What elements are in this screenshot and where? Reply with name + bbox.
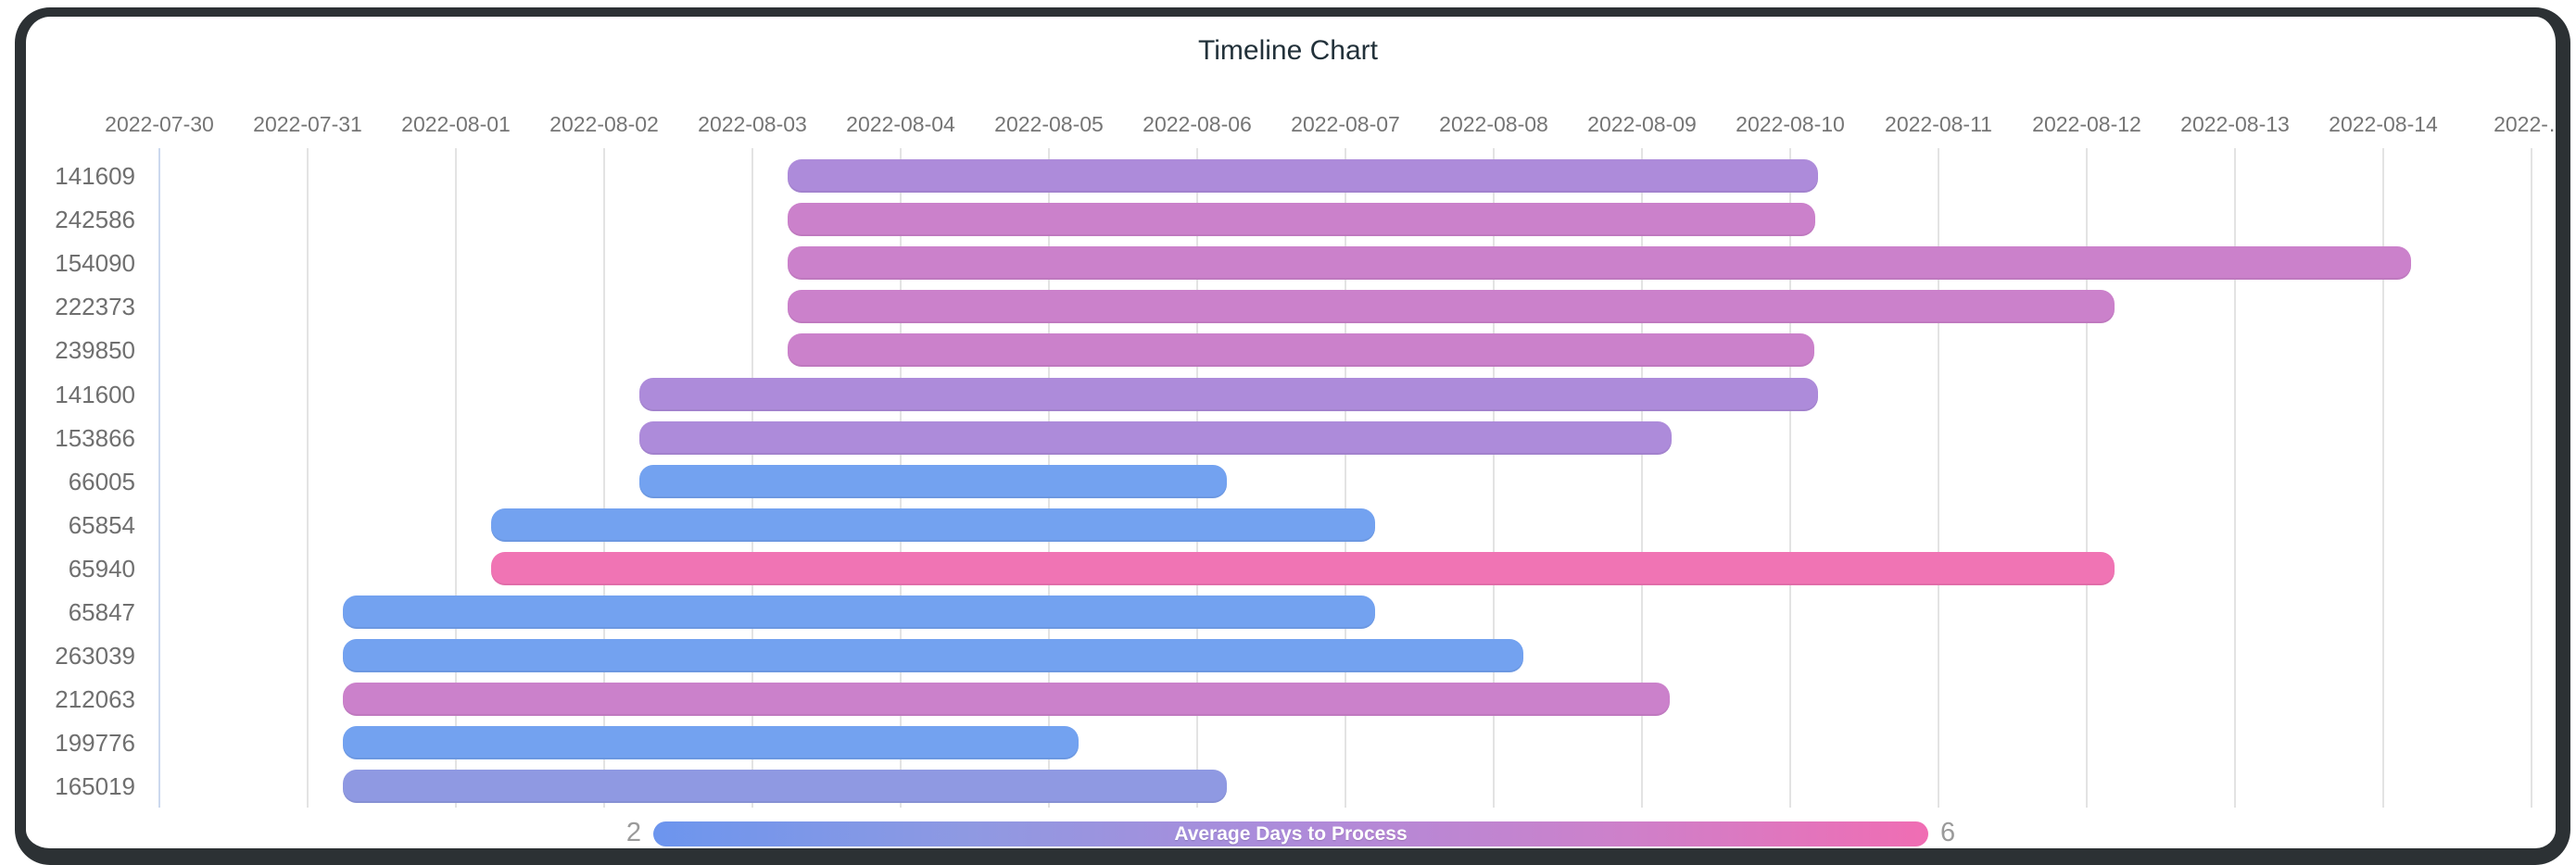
timeline-bar[interactable] xyxy=(639,420,1672,455)
timeline-bar[interactable] xyxy=(343,639,1523,673)
gridline xyxy=(1493,148,1495,808)
legend-max-value: 6 xyxy=(1940,818,1956,847)
timeline-bar[interactable] xyxy=(639,464,1227,498)
gridline xyxy=(1789,148,1791,808)
row-label: 165019 xyxy=(55,772,135,801)
legend-gradient-bar: Average Days to Process xyxy=(653,821,1928,846)
timeline-bar[interactable] xyxy=(788,203,1816,237)
timeline-bar[interactable] xyxy=(491,508,1375,542)
timeline-bar[interactable] xyxy=(343,683,1671,717)
gridline xyxy=(2234,148,2236,808)
x-axis-label: 2022-08-03 xyxy=(698,112,807,136)
gridline xyxy=(1641,148,1643,808)
row-label: 153866 xyxy=(55,423,135,452)
row-label: 199776 xyxy=(55,729,135,758)
gridline xyxy=(1938,148,1939,808)
row-label: 65854 xyxy=(68,510,135,539)
row-label: 242586 xyxy=(55,206,135,234)
timeline-bar[interactable] xyxy=(343,770,1227,804)
row-label: 222373 xyxy=(55,293,135,321)
row-label: 212063 xyxy=(55,685,135,714)
x-axis-label: 2022-08-04 xyxy=(846,112,955,136)
x-axis-label: 2022-08-06 xyxy=(1143,112,1252,136)
gridline xyxy=(2531,148,2532,808)
x-axis-label: 2022-08-07 xyxy=(1291,112,1400,136)
x-axis-label: 2022-… xyxy=(2494,112,2570,136)
timeline-bar[interactable] xyxy=(639,377,1819,411)
row-label: 263039 xyxy=(55,642,135,671)
x-axis-label: 2022-08-11 xyxy=(1885,112,1992,136)
x-axis-label: 2022-08-01 xyxy=(401,112,511,136)
chart-title: Timeline Chart xyxy=(1198,35,1378,66)
x-axis-label: 2022-07-30 xyxy=(105,112,214,136)
gridline xyxy=(603,148,605,808)
gridline xyxy=(2086,148,2088,808)
row-label: 65847 xyxy=(68,598,135,626)
timeline-bar[interactable] xyxy=(788,159,1819,193)
gridline xyxy=(307,148,309,808)
legend-label: Average Days to Process xyxy=(1174,823,1408,845)
timeline-bar[interactable] xyxy=(788,333,1814,368)
row-label: 66005 xyxy=(68,467,135,495)
timeline-bar[interactable] xyxy=(343,726,1079,760)
gridline xyxy=(455,148,457,808)
x-axis-label: 2022-08-12 xyxy=(2032,112,2141,136)
row-label: 239850 xyxy=(55,336,135,365)
x-axis-label: 2022-08-05 xyxy=(994,112,1104,136)
timeline-bar[interactable] xyxy=(788,290,2115,324)
x-axis-label: 2022-07-31 xyxy=(253,112,362,136)
timeline-bar[interactable] xyxy=(788,246,2412,281)
legend-min-value: 2 xyxy=(625,818,641,847)
axis-divider-line xyxy=(158,148,160,808)
row-label: 154090 xyxy=(55,249,135,278)
x-axis-label: 2022-08-09 xyxy=(1587,112,1697,136)
x-axis-label: 2022-08-14 xyxy=(2329,112,2438,136)
row-label: 65940 xyxy=(68,554,135,583)
timeline-bar[interactable] xyxy=(343,595,1375,629)
gridline xyxy=(1345,148,1346,808)
x-axis-label: 2022-08-10 xyxy=(1736,112,1845,136)
row-label: 141609 xyxy=(55,162,135,190)
timeline-bar[interactable] xyxy=(491,551,2115,585)
row-label: 141600 xyxy=(55,380,135,408)
x-axis-label: 2022-08-02 xyxy=(549,112,659,136)
gridline xyxy=(2382,148,2384,808)
x-axis-label: 2022-08-08 xyxy=(1439,112,1548,136)
x-axis-label: 2022-08-13 xyxy=(2180,112,2290,136)
